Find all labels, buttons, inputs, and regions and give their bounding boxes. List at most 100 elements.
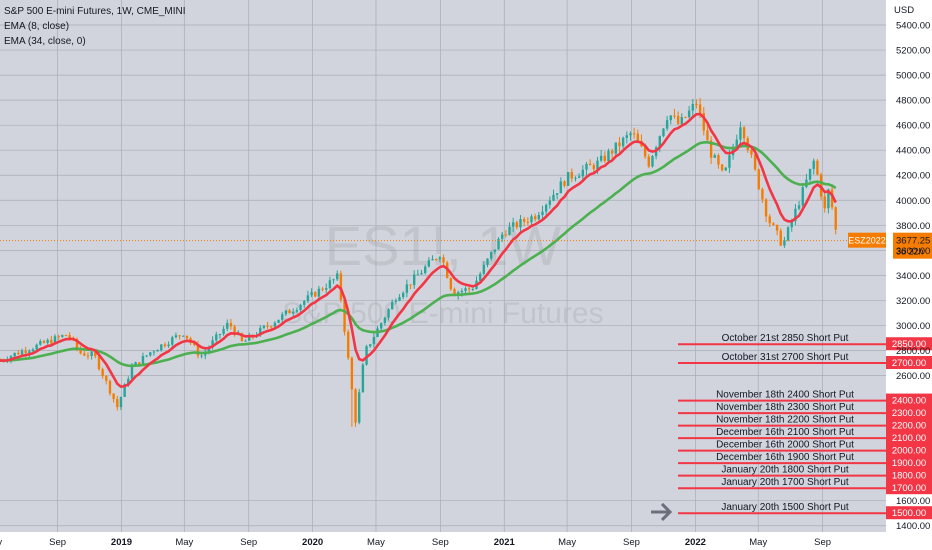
candle — [603, 151, 606, 163]
candle-body — [438, 257, 442, 260]
candle — [61, 334, 64, 338]
candle-body — [336, 273, 339, 280]
candle-body — [827, 189, 830, 209]
level-price-tag — [886, 506, 932, 520]
candle-body — [358, 392, 361, 423]
ema-fast-line — [0, 112, 837, 389]
level-annotation-text: October 21st 2850 Short Put — [722, 333, 849, 344]
candle — [350, 356, 354, 427]
candle-body — [739, 127, 742, 140]
candle-body — [119, 396, 123, 408]
annotation-level: November 18th 2200 Short Put 2200.00 — [678, 415, 932, 432]
candle — [369, 344, 372, 348]
candle-body — [53, 336, 57, 344]
candle-body — [57, 336, 60, 338]
level-annotation-text: November 18th 2300 Short Put — [716, 402, 854, 413]
candle-body — [123, 384, 126, 397]
chart-legend: S&P 500 E-mini Futures, 1W, CME_MINI EMA… — [4, 4, 186, 49]
candle — [303, 300, 306, 308]
annotation-level: October 31st 2700 Short Put 2700.00 — [678, 352, 932, 370]
time-tick-label: 2020 — [302, 537, 323, 548]
level-price-tag — [886, 481, 932, 495]
candle — [753, 152, 757, 172]
candle — [761, 187, 764, 203]
candle-body — [676, 115, 680, 124]
candle — [515, 220, 519, 230]
candle-body — [812, 160, 815, 169]
candle — [156, 349, 159, 352]
candle — [435, 258, 438, 261]
candle-body — [471, 288, 475, 290]
candle-body — [398, 297, 401, 301]
candle-body — [720, 164, 724, 171]
level-annotation-text: January 20th 1500 Short Put — [721, 502, 849, 513]
candle — [489, 251, 493, 261]
candle-body — [383, 317, 387, 324]
candle-body — [394, 300, 398, 302]
candle — [39, 339, 42, 346]
level-annotation-text: October 31st 2700 Short Put — [722, 352, 849, 363]
candle-body — [130, 366, 134, 379]
candle-body — [522, 219, 526, 222]
candle — [358, 388, 361, 425]
candle-body — [270, 326, 273, 328]
candle — [651, 154, 654, 168]
candle — [420, 269, 423, 275]
candle — [438, 255, 442, 262]
candle-body — [478, 273, 482, 281]
candle-body — [581, 169, 585, 177]
candle-body — [585, 163, 588, 170]
candle — [372, 332, 376, 348]
level-price-tag-text: 2200.00 — [892, 421, 926, 432]
candle — [552, 189, 555, 202]
candle — [292, 308, 295, 318]
candle — [64, 334, 68, 337]
candle-body — [262, 325, 266, 328]
candle-body — [222, 328, 225, 335]
candle-body — [116, 399, 119, 408]
candle — [478, 271, 482, 282]
candle-body — [402, 292, 405, 298]
candle-body — [409, 284, 412, 286]
candle — [427, 257, 431, 268]
candle — [493, 249, 497, 255]
candle-body — [369, 344, 372, 347]
candle — [706, 123, 709, 141]
candle — [86, 352, 90, 360]
candle — [46, 338, 49, 345]
legend-ema-slow[interactable]: EMA (34, close, 0) — [4, 36, 86, 47]
price-tick-label: 3000.00 — [896, 321, 930, 332]
candle-body — [306, 295, 310, 302]
candle-body — [108, 380, 112, 394]
candle — [325, 283, 328, 293]
chart-title[interactable]: S&P 500 E-mini Futures, 1W, CME_MINI — [4, 6, 186, 17]
candle-body — [669, 115, 672, 121]
candle — [504, 229, 508, 238]
candle-body — [610, 150, 614, 154]
candle-body — [387, 309, 390, 318]
level-price-tag-text: 1900.00 — [892, 458, 926, 469]
candle-body — [442, 257, 445, 263]
last-price-tag — [893, 232, 932, 259]
time-tick-label: Sep — [814, 537, 831, 548]
candle-body — [541, 211, 544, 216]
candle — [83, 350, 86, 357]
candle — [658, 135, 661, 153]
candle — [262, 325, 266, 330]
candle-body — [658, 136, 661, 148]
candle-body — [783, 240, 786, 246]
candle — [486, 258, 489, 268]
candle — [511, 217, 515, 232]
candle-body — [218, 334, 222, 336]
candle-body — [273, 322, 277, 327]
candle — [720, 163, 724, 172]
time-tick-label: 2021 — [494, 537, 516, 548]
candle-body — [808, 168, 812, 180]
candle — [585, 161, 588, 176]
legend-ema-fast[interactable]: EMA (8, close) — [4, 21, 70, 32]
candle-body — [259, 327, 262, 336]
candle — [563, 180, 566, 188]
level-annotation-text: November 18th 2400 Short Put — [716, 390, 854, 401]
